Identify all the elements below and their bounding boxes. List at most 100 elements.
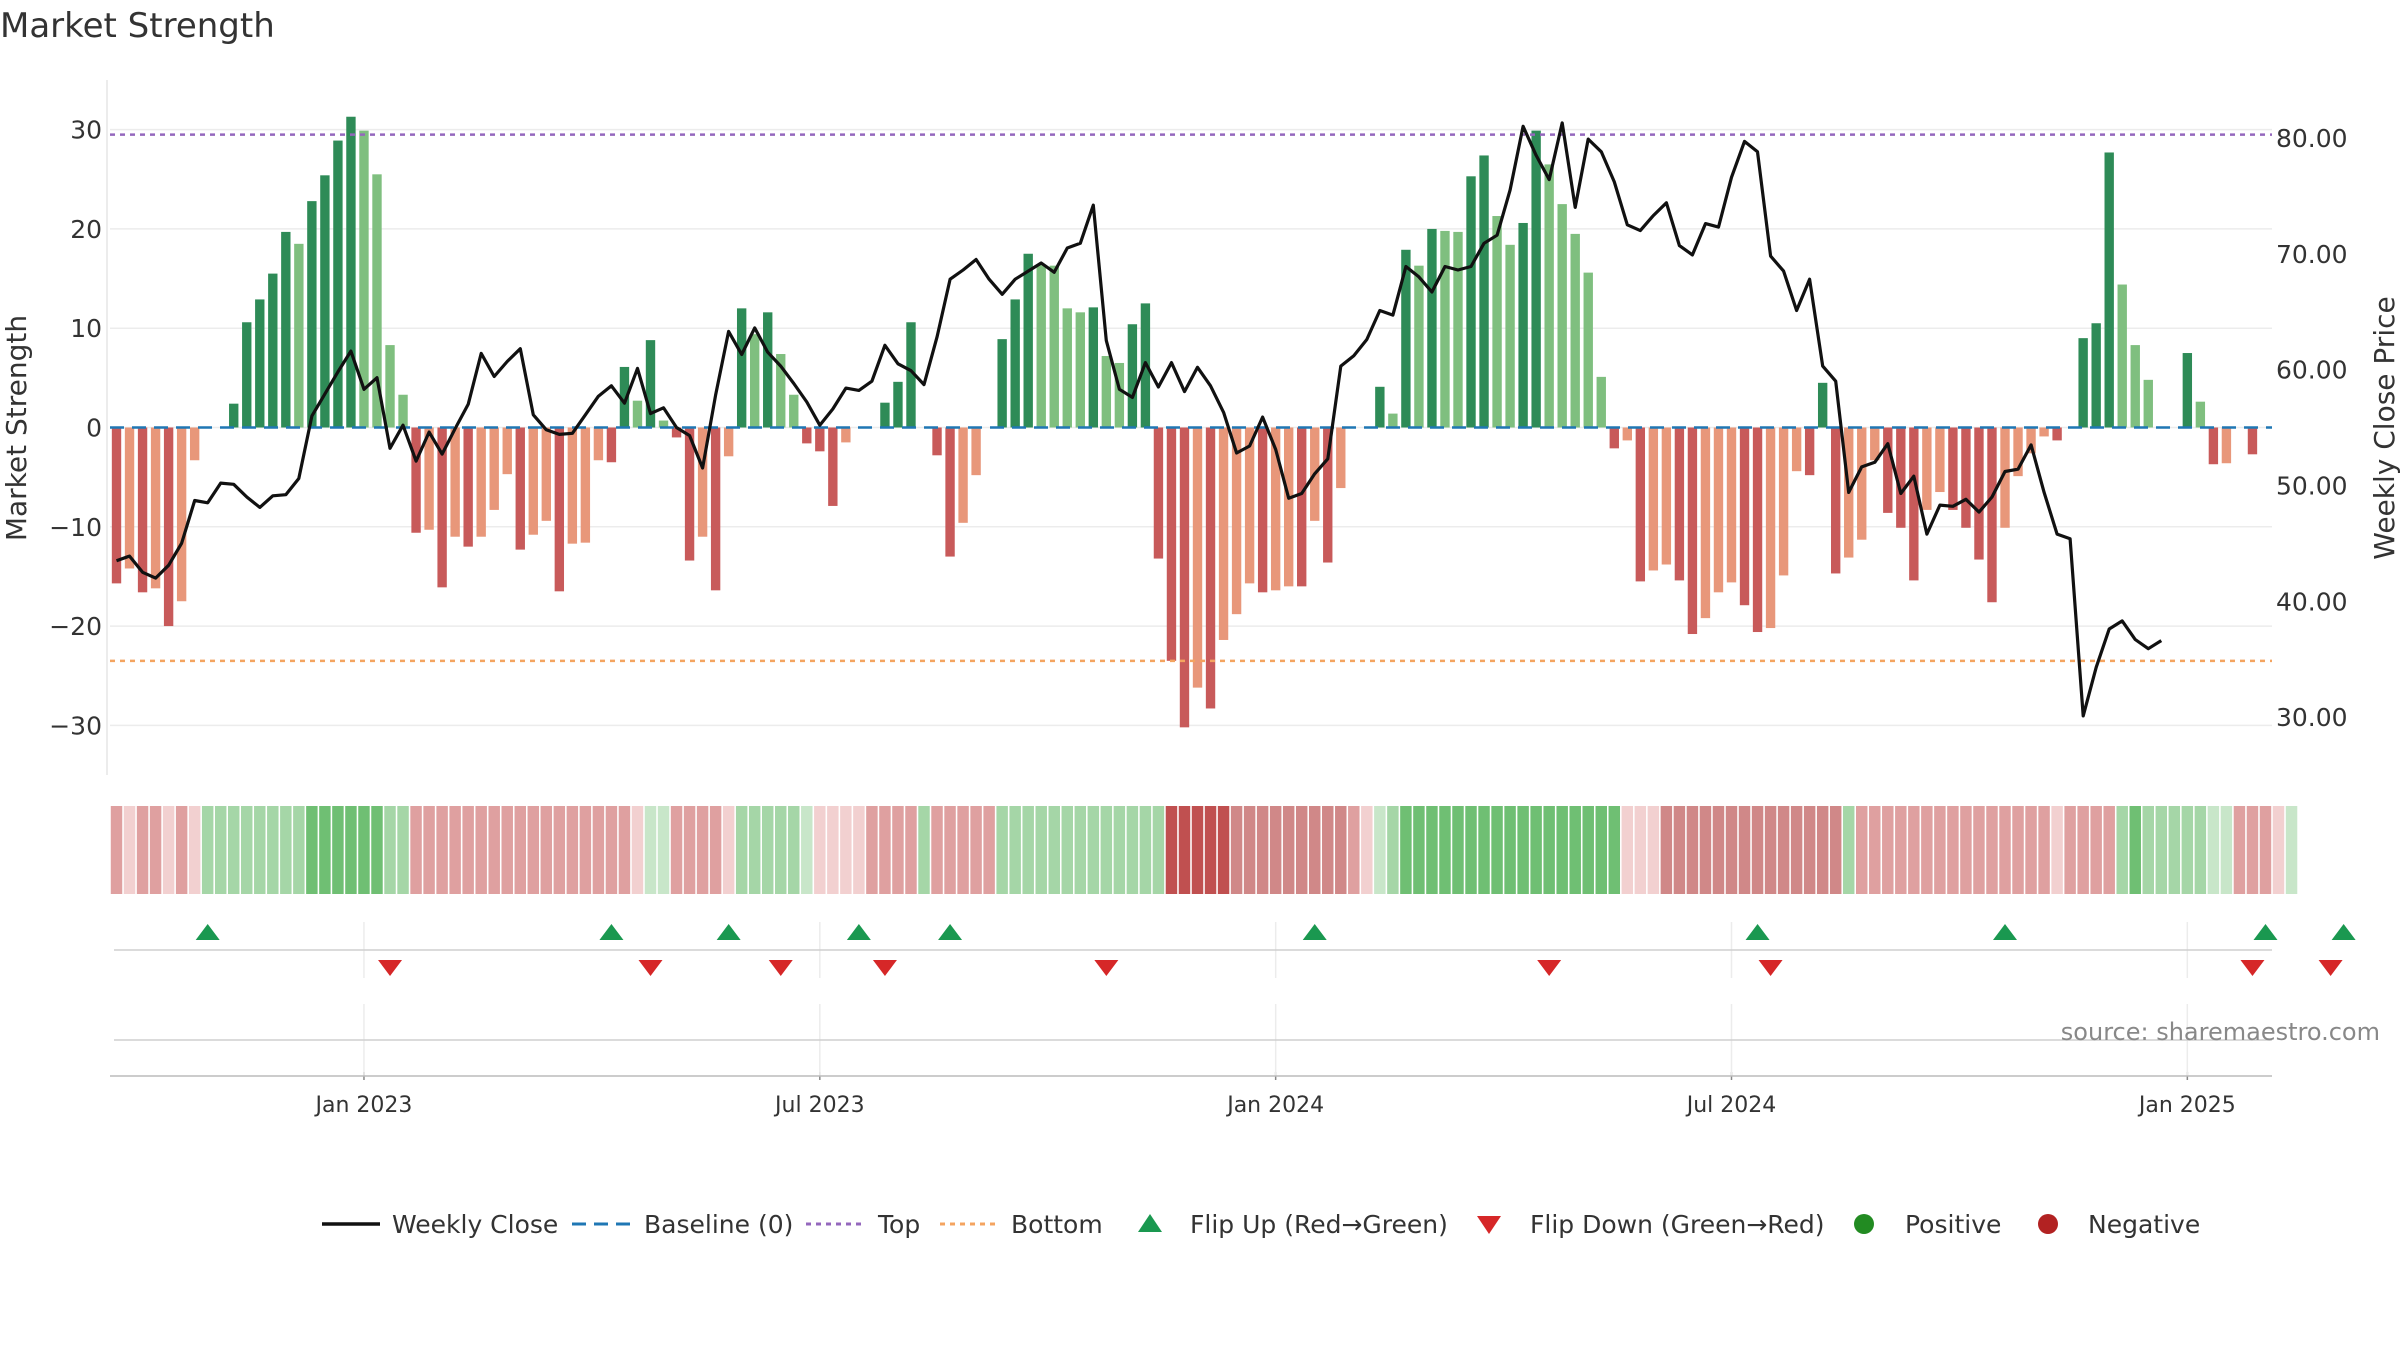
strength-bar	[893, 381, 903, 428]
legend-label: Bottom	[1011, 1210, 1103, 1239]
strength-bar	[2091, 323, 2101, 428]
regime-band-cell	[735, 806, 748, 894]
chart-title: Market Strength	[0, 6, 275, 46]
regime-band-cell	[1374, 806, 1386, 894]
regime-band-cell	[853, 806, 865, 894]
strength-bar	[1791, 427, 1802, 472]
flip-down-marker	[768, 960, 793, 976]
flip-up-marker	[195, 924, 220, 940]
regime-band-cell	[1178, 806, 1191, 894]
strength-bar	[268, 273, 278, 428]
strength-bar	[2000, 427, 2010, 528]
strength-bar	[1857, 427, 1867, 540]
regime-band-strip	[110, 806, 2298, 894]
strength-bar	[2039, 427, 2049, 437]
strength-bar	[1231, 427, 1242, 615]
left-tick-label: 0	[86, 414, 102, 443]
strength-bar	[1778, 427, 1789, 576]
regime-band-cell	[1869, 806, 1881, 894]
strength-bar	[763, 312, 773, 428]
regime-band-cell	[462, 806, 474, 894]
regime-band-cell	[761, 806, 774, 894]
regime-band-cell	[1999, 806, 2011, 894]
flip-down-marker	[1758, 960, 1783, 976]
regime-band-cell	[1569, 806, 1581, 894]
regime-band-cell	[1413, 806, 1425, 894]
strength-bar	[1961, 427, 1971, 528]
regime-band-cell	[410, 806, 422, 894]
strength-bar	[1739, 427, 1750, 606]
strength-bar	[424, 427, 434, 530]
strength-bar	[476, 427, 486, 537]
flip-up-marker	[1993, 924, 2018, 940]
regime-band-cell	[1816, 806, 1829, 894]
regime-band-cell	[1348, 806, 1360, 894]
strength-bar	[1101, 356, 1112, 428]
regime-band-cell	[1908, 806, 1920, 894]
strength-bar	[567, 427, 578, 544]
regime-band-cell	[1986, 806, 1998, 894]
left-tick-label: 10	[70, 314, 102, 343]
strength-bar	[2104, 152, 2114, 428]
strength-bar	[1336, 427, 1346, 489]
source-annotation: source: sharemaestro.com	[2061, 1018, 2380, 1046]
flip-up-marker	[1745, 924, 1770, 940]
regime-band-cell	[1582, 806, 1594, 894]
regime-band-cell	[2155, 806, 2168, 894]
regime-band-cell	[1139, 806, 1152, 894]
regime-band-cell	[1960, 806, 1972, 894]
regime-band-cell	[2220, 806, 2233, 894]
strength-bar	[684, 427, 695, 561]
regime-band-cell	[1256, 806, 1269, 894]
strength-bar	[515, 427, 525, 550]
legend-label: Flip Up (Red→Green)	[1190, 1210, 1448, 1239]
strength-bar	[2143, 379, 2153, 428]
strength-bar	[1127, 324, 1138, 428]
strength-bar	[1062, 308, 1072, 428]
regime-band-cell	[1426, 806, 1438, 894]
strength-bar	[1244, 427, 1255, 584]
strength-bar	[281, 231, 291, 428]
regime-band-cell	[1543, 806, 1555, 894]
strength-bar	[1883, 427, 1893, 513]
regime-band-cell	[1113, 806, 1126, 894]
strength-bar	[958, 427, 968, 523]
strength-bar	[1518, 222, 1528, 428]
regime-band-cell	[1595, 806, 1607, 894]
strength-bar	[1935, 427, 1945, 493]
strength-bar	[150, 427, 161, 589]
flip-up-marker	[2253, 924, 2278, 940]
strength-bar	[554, 427, 565, 592]
strength-bar	[189, 427, 200, 461]
strength-bar	[1922, 427, 1932, 510]
strength-bar	[1440, 230, 1450, 428]
reference-lines	[110, 133, 2272, 663]
regime-band-cell	[1074, 806, 1087, 894]
strength-bar	[841, 427, 851, 443]
strength-bar	[1948, 427, 1958, 510]
regime-band-cell	[332, 806, 344, 894]
strength-bar	[1257, 427, 1268, 593]
regime-band-cell	[1165, 806, 1178, 894]
legend-label: Top	[877, 1210, 920, 1239]
strength-bar	[307, 201, 317, 428]
axes: 30 20 10 0 −10 −20 −30 80.00 70.00 60.00 50.00 40.0…	[49, 80, 2348, 1118]
left-tick-label: 30	[70, 116, 102, 145]
strength-bar	[880, 402, 890, 428]
regime-band-cell	[423, 806, 435, 894]
regime-band-cell	[1061, 806, 1074, 894]
strength-bar	[1297, 427, 1307, 587]
regime-band-cell	[1269, 806, 1282, 894]
regime-band-cell	[566, 806, 579, 894]
regime-band-cell	[1035, 806, 1047, 894]
regime-band-cell	[384, 806, 396, 894]
regime-band-cell	[1217, 806, 1230, 894]
flip-down-marker	[1094, 960, 1119, 976]
legend-label: Flip Down (Green→Red)	[1530, 1210, 1825, 1239]
strength-bar	[1687, 427, 1698, 635]
regime-band-cell	[293, 806, 305, 894]
regime-band-cell	[970, 806, 982, 894]
right-tick-label: 50.00	[2276, 471, 2348, 500]
right-tick-label: 70.00	[2276, 240, 2348, 269]
strength-bar	[1544, 164, 1554, 428]
